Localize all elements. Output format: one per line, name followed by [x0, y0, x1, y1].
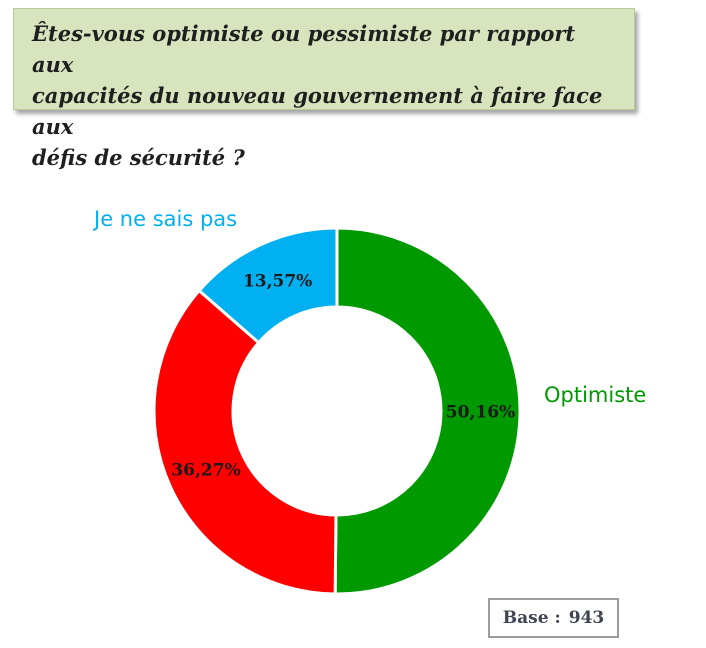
slice-value-label: 50,16% [446, 403, 515, 423]
question-line-2: capacités du nouveau gouvernement à fair… [32, 83, 603, 139]
question-text: Êtes-vous optimiste ou pessimiste par ra… [32, 18, 618, 173]
slice-value-label: 13,57% [243, 271, 312, 291]
question-line-1: Êtes-vous optimiste ou pessimiste par ra… [32, 21, 576, 77]
base-label: Base : [502, 608, 561, 628]
donut-slice-slice-1 [152, 288, 338, 596]
base-value: 943 [568, 608, 605, 628]
donut-slice-optimiste [333, 226, 522, 596]
donut-slice-je-ne-sais-pas [197, 226, 339, 345]
question-line-3: défis de sécurité ? [32, 145, 245, 170]
slice-category-label: Je ne sais pas [92, 207, 237, 231]
base-box: Base : 943 [488, 598, 619, 638]
slice-value-label: 36,27% [171, 461, 240, 481]
question-box: Êtes-vous optimiste ou pessimiste par ra… [13, 8, 635, 170]
slice-category-label: Optimiste [544, 383, 646, 407]
